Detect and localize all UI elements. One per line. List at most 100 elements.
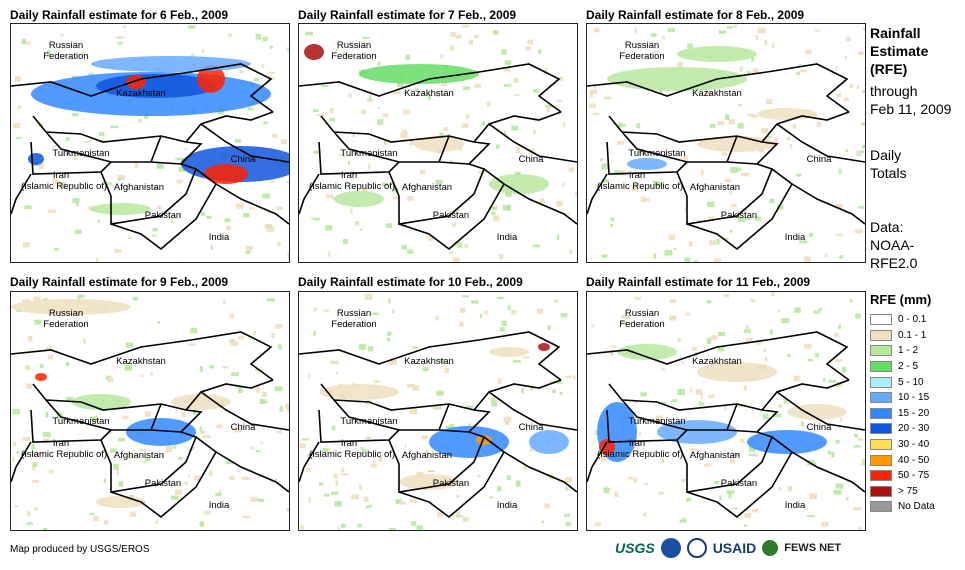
dhs-seal-icon (686, 538, 707, 558)
panel-title-11feb: Daily Rainfall estimate for 11 Feb., 200… (586, 275, 811, 289)
map-label-china: China (518, 422, 544, 433)
legend-item: 1 - 2 (870, 343, 935, 359)
map-label-afghanistan: Afghanistan (113, 182, 165, 193)
map-panel-10feb: Russian Federation Kazakhstan Turkmenistan I… (298, 291, 578, 531)
legend-label: > 75 (898, 485, 918, 497)
legend: 0 - 0.1 0.1 - 1 1 - 2 2 - 5 5 - 10 10 - 15 15 … (870, 312, 935, 515)
map-panel-6feb: Russian Federation Kazakhstan Turkmenistan I… (10, 23, 290, 263)
legend-label: No Data (898, 501, 935, 513)
legend-swatch (870, 485, 892, 497)
map-label-russia: Russian Federation (331, 40, 377, 62)
map-label-turkmenistan: Turkmenistan (628, 148, 686, 159)
map-label-afghanistan: Afghanistan (401, 450, 453, 461)
legend-label: 1 - 2 (898, 345, 919, 357)
map-label-iran: Iran (Islamic Republic of) (597, 170, 684, 192)
legend-item: 50 - 75 (870, 468, 935, 484)
map-label-afghanistan: Afghanistan (689, 182, 741, 193)
map-label-turkmenistan: Turkmenistan (340, 416, 398, 427)
legend-swatch (870, 454, 892, 466)
panel-title-10feb: Daily Rainfall estimate for 10 Feb., 200… (298, 275, 523, 289)
map-panel-9feb: Russian Federation Kazakhstan Turkmenistan I… (10, 291, 290, 531)
map-label-india: India (208, 500, 230, 511)
map-label-turkmenistan: Turkmenistan (52, 416, 110, 427)
map-label-kazakhstan: Kazakhstan (692, 88, 742, 99)
map-label-china: China (230, 422, 256, 433)
legend-swatch (870, 361, 892, 373)
legend-swatch (870, 392, 892, 404)
legend-swatch (870, 345, 892, 357)
legend-swatch (870, 439, 892, 451)
sidebar-data-label: Data: (870, 219, 904, 235)
map-label-china: China (230, 154, 256, 165)
map-label-russia: Russian Federation (331, 308, 377, 330)
sidebar-title-1: Rainfall (870, 25, 921, 41)
legend-item: 0.1 - 1 (870, 328, 935, 344)
legend-label: 0.1 - 1 (898, 329, 927, 341)
legend-label: 30 - 40 (898, 439, 930, 451)
map-label-iran: Iran (Islamic Republic of) (21, 170, 108, 192)
legend-label: 2 - 5 (898, 361, 919, 373)
map-panel-11feb: Russian Federation Kazakhstan Turkmenistan I… (586, 291, 866, 531)
map-panel-8feb: Russian Federation Kazakhstan Turkmenistan I… (586, 23, 866, 263)
legend-label: 0 - 0.1 (898, 314, 927, 326)
legend-label: 10 - 15 (898, 392, 930, 404)
sidebar-daily: Daily (870, 147, 902, 163)
map-label-turkmenistan: Turkmenistan (628, 416, 686, 427)
legend-swatch (870, 423, 892, 435)
map-label-afghanistan: Afghanistan (113, 450, 165, 461)
legend-swatch (870, 501, 892, 513)
map-label-india: India (784, 500, 806, 511)
map-label-china: China (806, 154, 832, 165)
legend-item: 15 - 20 (870, 406, 935, 422)
map-label-pakistan: Pakistan (432, 478, 470, 489)
map-label-india: India (496, 500, 518, 511)
legend-swatch (870, 329, 892, 341)
legend-label: 50 - 75 (898, 470, 930, 482)
map-canvas (299, 293, 577, 530)
legend-label: 15 - 20 (898, 407, 930, 419)
map-label-turkmenistan: Turkmenistan (340, 148, 398, 159)
map-label-kazakhstan: Kazakhstan (404, 356, 454, 367)
map-label-iran: Iran (Islamic Republic of) (597, 438, 684, 460)
map-label-pakistan: Pakistan (432, 210, 470, 221)
map-label-kazakhstan: Kazakhstan (404, 88, 454, 99)
map-label-russia: Russian Federation (619, 308, 665, 330)
map-label-afghanistan: Afghanistan (689, 450, 741, 461)
map-label-russia: Russian Federation (619, 40, 665, 62)
map-label-india: India (208, 232, 230, 243)
map-label-iran: Iran (Islamic Republic of) (21, 438, 108, 460)
sidebar-totals: Totals (870, 165, 907, 181)
legend-item: 10 - 15 (870, 390, 935, 406)
legend-item: 20 - 30 (870, 421, 935, 437)
legend-swatch (870, 470, 892, 482)
map-label-pakistan: Pakistan (720, 478, 758, 489)
map-label-india: India (784, 232, 806, 243)
map-canvas (11, 25, 289, 262)
legend-item: 2 - 5 (870, 359, 935, 375)
sidebar-date: Feb 11, 2009 (870, 101, 952, 117)
sidebar-source-2: RFE2.0 (870, 255, 918, 271)
sidebar-title-3: (RFE) (870, 61, 908, 77)
map-label-pakistan: Pakistan (144, 210, 182, 221)
map-label-china: China (518, 154, 544, 165)
map-label-kazakhstan: Kazakhstan (692, 356, 742, 367)
map-canvas (11, 294, 289, 530)
map-label-iran: Iran (Islamic Republic of) (309, 438, 396, 460)
fews-globe-icon (762, 540, 779, 556)
credit-text: Map produced by USGS/EROS (10, 544, 150, 555)
sidebar-source-1: NOAA- (870, 237, 915, 253)
legend-item: 0 - 0.1 (870, 312, 935, 328)
map-panel-7feb: Russian Federation Kazakhstan Turkmenistan I… (298, 23, 578, 263)
usgs-logo: USGS (615, 540, 655, 556)
legend-item: 40 - 50 (870, 452, 935, 468)
legend-swatch (870, 376, 892, 388)
sidebar-through: through (870, 83, 918, 99)
map-label-kazakhstan: Kazakhstan (116, 356, 166, 367)
legend-label: 40 - 50 (898, 454, 930, 466)
map-label-pakistan: Pakistan (720, 210, 758, 221)
map-label-russia: Russian Federation (43, 40, 89, 62)
map-label-turkmenistan: Turkmenistan (52, 148, 110, 159)
legend-label: 20 - 30 (898, 423, 930, 435)
map-label-china: China (806, 422, 832, 433)
panel-title-8feb: Daily Rainfall estimate for 8 Feb., 2009 (586, 8, 805, 22)
